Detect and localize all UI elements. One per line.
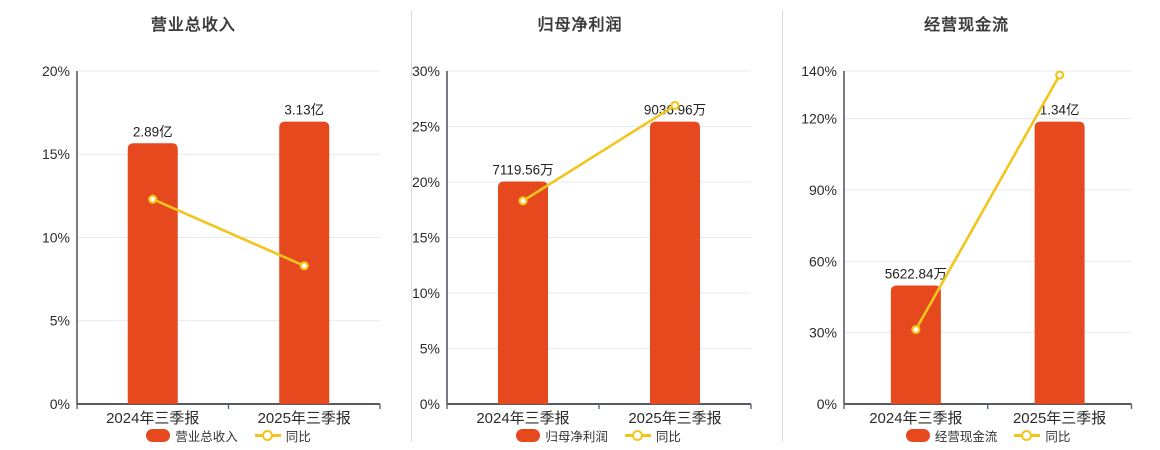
legend-label: 营业总收入	[175, 430, 238, 444]
yoy-line-icon	[1014, 430, 1041, 442]
legend-item-bar-series[interactable]: 经营现金流	[905, 426, 998, 445]
y-tick-label: 140%	[802, 63, 838, 79]
net-profit-chart-plot: 0% 5% 10% 15% 20% 25% 30% 2024年三季报 2025年三季报 7119.…	[412, 63, 752, 427]
x-axis-label: 2025年三季报	[1013, 410, 1106, 427]
legend-revenue: 营业总收入 同比	[77, 426, 380, 445]
y-tick-label: 20%	[42, 63, 70, 79]
y-tick-label: 15%	[42, 146, 70, 162]
chart-panel-net-profit: 归母净利润 0% 5% 10% 15% 20% 25% 30% 2024年三季报 2025年三季…	[387, 0, 774, 450]
y-tick-label: 0%	[817, 396, 837, 412]
legend-item-yoy-series[interactable]: 同比	[1014, 426, 1070, 445]
yoy-line-icon	[254, 430, 281, 442]
y-tick-label: 15%	[412, 229, 440, 245]
chart-panel-cash-flow: 经营现金流 0% 30% 60% 90% 120% 140% 2024年三季报 2025年三季…	[773, 0, 1160, 450]
legend-net-profit: 归母净利润 同比	[447, 426, 751, 445]
legend-item-yoy-series[interactable]: 同比	[254, 426, 311, 445]
y-tick-label: 10%	[42, 229, 70, 245]
legend-label: 同比	[655, 430, 681, 444]
y-tick-label: 5%	[419, 340, 439, 356]
legend-item-bar-series[interactable]: 归母净利润	[516, 426, 608, 445]
panel-divider	[782, 10, 783, 442]
bar-2024年三季报[interactable]	[891, 285, 942, 404]
chart-panel-revenue: 营业总收入 0% 5% 10% 15% 20% 2024年三季报 2025年三季报 2.89亿…	[0, 0, 387, 450]
y-tick-label: 90%	[809, 182, 837, 198]
x-axis-label: 2025年三季报	[258, 410, 351, 427]
x-axis-label: 2024年三季报	[106, 410, 199, 427]
bar-value-label: 1.34亿	[1040, 103, 1080, 118]
yoy-line	[915, 74, 1062, 331]
y-tick-label: 25%	[412, 119, 440, 135]
bar-2025年三季报[interactable]	[649, 121, 700, 404]
legend-label: 同比	[1045, 430, 1071, 444]
yoy-marker[interactable]	[911, 324, 921, 335]
legend-item-yoy-series[interactable]: 同比	[624, 426, 681, 445]
yoy-marker[interactable]	[670, 100, 680, 111]
yoy-marker[interactable]	[148, 194, 158, 204]
chart-title-net-profit: 归母净利润	[537, 17, 623, 34]
yoy-marker[interactable]	[1055, 70, 1065, 80]
bar-2025年三季报[interactable]	[1034, 121, 1085, 404]
bar-value-label: 7119.56万	[492, 163, 553, 178]
bar-swatch-icon	[905, 429, 930, 442]
yoy-line-icon	[624, 430, 651, 442]
y-tick-label: 10%	[412, 285, 440, 301]
yoy-line	[521, 104, 676, 202]
legend-item-bar-series[interactable]: 营业总收入	[146, 426, 238, 445]
panel-divider	[411, 10, 412, 442]
y-tick-label: 120%	[802, 111, 838, 127]
y-tick-label: 60%	[809, 253, 837, 269]
y-tick-label: 5%	[50, 313, 70, 329]
y-tick-label: 30%	[412, 63, 440, 79]
x-axis-label: 2024年三季报	[476, 410, 569, 427]
bar-value-label: 5622.84万	[885, 267, 947, 282]
bar-value-label: 3.13亿	[284, 103, 324, 118]
y-tick-label: 0%	[50, 396, 70, 412]
bar-2024年三季报[interactable]	[497, 181, 548, 404]
legend-label: 经营现金流	[934, 430, 998, 444]
yoy-line	[152, 198, 305, 267]
bar-value-label: 2.89亿	[133, 124, 173, 139]
yoy-marker[interactable]	[518, 196, 528, 206]
legend-cash-flow: 经营现金流 同比	[844, 426, 1132, 445]
x-axis-label: 2024年三季报	[870, 410, 963, 427]
chart-title-cash-flow: 经营现金流	[924, 17, 1010, 34]
y-tick-label: 0%	[419, 396, 439, 412]
legend-label: 归母净利润	[545, 430, 608, 444]
legend-label: 同比	[285, 430, 311, 444]
bar-2024年三季报[interactable]	[127, 143, 178, 404]
revenue-chart-plot: 0% 5% 10% 15% 20% 2024年三季报 2025年三季报 2.89亿 3.13亿	[42, 63, 381, 427]
y-tick-label: 30%	[809, 325, 837, 341]
bar-swatch-icon	[146, 429, 171, 442]
cash-flow-chart-plot: 0% 30% 60% 90% 120% 140% 2024年三季报 2025年三季报 5622.…	[802, 63, 1133, 427]
y-tick-label: 20%	[412, 174, 440, 190]
chart-title-revenue: 营业总收入	[150, 17, 236, 34]
yoy-marker[interactable]	[299, 261, 309, 271]
bar-swatch-icon	[516, 429, 541, 442]
x-axis-label: 2025年三季报	[628, 410, 721, 427]
